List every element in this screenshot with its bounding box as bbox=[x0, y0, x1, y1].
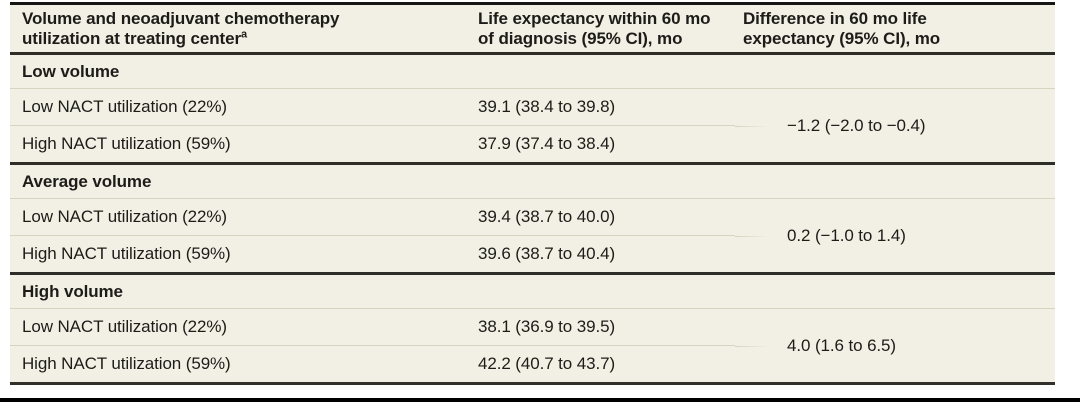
study-results-table-figure: Volume and neoadjuvant chemotherapy util… bbox=[10, 2, 1055, 385]
column-header-volume-nact-label: Volume and neoadjuvant chemotherapy util… bbox=[22, 8, 340, 48]
difference-value: 0.2 (−1.0 to 1.4) bbox=[735, 198, 1055, 274]
row-label: High NACT utilization (59%) bbox=[10, 345, 468, 384]
footnote-marker-a: a bbox=[240, 27, 248, 40]
difference-value: −1.2 (−2.0 to −0.4) bbox=[735, 88, 1055, 164]
section-header-row: Average volume bbox=[10, 162, 1055, 199]
column-header-difference-label: Difference in 60 mo life expectancy (95%… bbox=[743, 8, 941, 48]
life-expectancy-value: 39.4 (38.7 to 40.0) bbox=[468, 198, 735, 236]
life-expectancy-value: 38.1 (36.9 to 39.5) bbox=[468, 308, 735, 346]
section-header-label: High volume bbox=[10, 272, 1055, 309]
section-low-volume: Low volume Low NACT utilization (22%) 39… bbox=[10, 52, 1055, 164]
table-row: Low NACT utilization (22%) 39.4 (38.7 to… bbox=[10, 198, 1055, 274]
section-high-volume: High volume Low NACT utilization (22%) 3… bbox=[10, 272, 1055, 384]
difference-value: 4.0 (1.6 to 6.5) bbox=[735, 308, 1055, 384]
life-expectancy-outcomes-table: Volume and neoadjuvant chemotherapy util… bbox=[10, 2, 1055, 385]
column-header-life-expectancy: Life expectancy within 60 mo of diagnosi… bbox=[468, 3, 735, 55]
life-expectancy-value: 42.2 (40.7 to 43.7) bbox=[468, 345, 735, 384]
life-expectancy-value: 39.6 (38.7 to 40.4) bbox=[468, 235, 735, 274]
table-row: High NACT utilization (59%) 42.2 (40.7 t… bbox=[10, 345, 1055, 384]
section-header-label: Low volume bbox=[10, 52, 1055, 89]
column-header-volume-nact: Volume and neoadjuvant chemotherapy util… bbox=[10, 3, 468, 55]
column-header-difference: Difference in 60 mo life expectancy (95%… bbox=[735, 3, 1055, 55]
section-average-volume: Average volume Low NACT utilization (22%… bbox=[10, 162, 1055, 274]
table-row: High NACT utilization (59%) 39.6 (38.7 t… bbox=[10, 235, 1055, 274]
column-header-row: Volume and neoadjuvant chemotherapy util… bbox=[10, 3, 1055, 55]
row-label: Low NACT utilization (22%) bbox=[10, 198, 468, 236]
section-header-label: Average volume bbox=[10, 162, 1055, 199]
row-label: Low NACT utilization (22%) bbox=[10, 308, 468, 346]
row-label: High NACT utilization (59%) bbox=[10, 125, 468, 164]
table-row: High NACT utilization (59%) 37.9 (37.4 t… bbox=[10, 125, 1055, 164]
column-header-life-expectancy-label: Life expectancy within 60 mo of diagnosi… bbox=[478, 8, 711, 48]
section-header-row: High volume bbox=[10, 272, 1055, 309]
table-row: Low NACT utilization (22%) 38.1 (36.9 to… bbox=[10, 308, 1055, 384]
row-label: High NACT utilization (59%) bbox=[10, 235, 468, 274]
table-row: Low NACT utilization (22%) 39.1 (38.4 to… bbox=[10, 88, 1055, 164]
life-expectancy-value: 39.1 (38.4 to 39.8) bbox=[468, 88, 735, 126]
section-header-row: Low volume bbox=[10, 52, 1055, 89]
row-label: Low NACT utilization (22%) bbox=[10, 88, 468, 126]
figure-bottom-rule bbox=[0, 398, 1080, 402]
life-expectancy-value: 37.9 (37.4 to 38.4) bbox=[468, 125, 735, 164]
